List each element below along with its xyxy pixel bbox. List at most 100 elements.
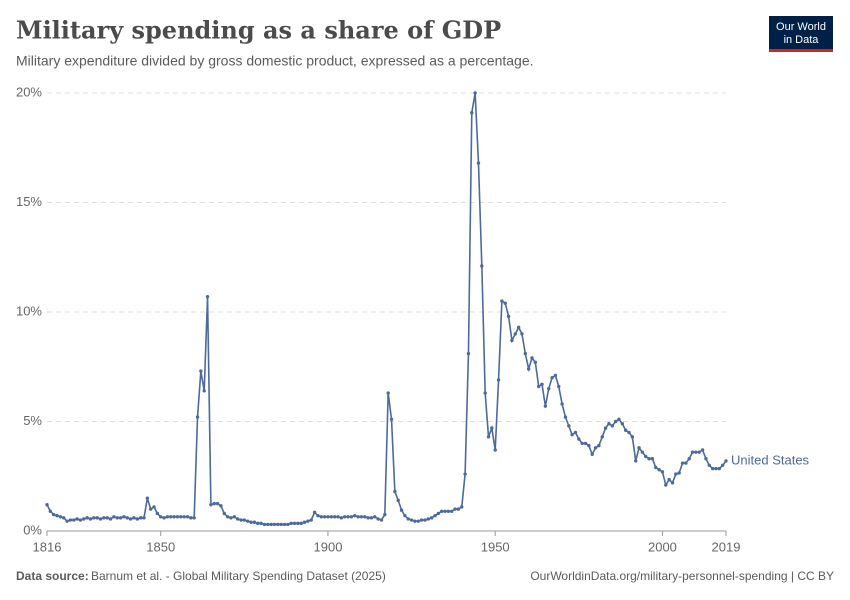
point [128, 517, 133, 521]
point [339, 516, 344, 520]
point [563, 415, 568, 419]
point [540, 382, 544, 386]
point [453, 507, 457, 511]
point [623, 428, 628, 432]
point [45, 503, 49, 507]
point [476, 161, 481, 165]
point [356, 515, 360, 519]
point [62, 516, 66, 520]
point [684, 461, 688, 465]
point [286, 522, 290, 527]
point [225, 515, 230, 519]
logo-text: in Data [784, 34, 820, 46]
x-tick-label: 2019 [712, 539, 741, 554]
point [222, 511, 226, 516]
logo[interactable]: Our World in Data [769, 16, 833, 52]
logo-bar [769, 49, 833, 52]
point [654, 465, 658, 470]
point [82, 517, 86, 521]
point [249, 520, 253, 524]
x-tick-label: 1900 [314, 539, 343, 554]
point [436, 511, 441, 516]
point [687, 457, 691, 461]
point [353, 513, 357, 518]
point [138, 516, 143, 520]
point [550, 376, 554, 380]
point [694, 450, 698, 454]
point [547, 386, 551, 391]
url[interactable]: OurWorldinData.org/military-personnel-sp… [530, 569, 834, 583]
point [664, 483, 668, 487]
point [720, 463, 725, 467]
point [637, 446, 641, 450]
x-tick-label: 1850 [146, 539, 175, 554]
point [680, 461, 685, 465]
point [262, 522, 267, 527]
point [75, 517, 79, 521]
point [145, 496, 150, 500]
point [530, 356, 534, 360]
point [463, 472, 467, 476]
point [557, 384, 561, 389]
point [520, 332, 524, 336]
point [416, 519, 420, 523]
point [115, 516, 119, 520]
point [516, 325, 521, 330]
point [252, 520, 257, 524]
point [132, 516, 136, 520]
point [256, 521, 260, 526]
point [306, 519, 310, 523]
point [600, 435, 604, 439]
point [513, 332, 517, 336]
point [282, 522, 287, 527]
point [102, 516, 106, 520]
point [460, 505, 464, 509]
point [577, 437, 581, 441]
point [590, 452, 594, 457]
point [697, 450, 701, 454]
point [423, 518, 427, 522]
point [336, 515, 340, 519]
line [46, 92, 727, 526]
point [118, 516, 123, 520]
point [312, 510, 317, 515]
point [232, 515, 237, 519]
point [627, 430, 631, 435]
point [717, 466, 722, 471]
point [95, 516, 99, 520]
point [426, 517, 431, 521]
point [272, 522, 277, 527]
point [429, 516, 434, 520]
point [219, 504, 223, 508]
point [235, 517, 240, 521]
point [526, 367, 531, 371]
point [567, 424, 571, 428]
point [342, 515, 347, 519]
point [466, 351, 471, 356]
point [88, 517, 93, 521]
point [379, 518, 384, 522]
point [349, 515, 354, 519]
point [560, 402, 564, 406]
point [700, 448, 705, 452]
point [620, 421, 625, 426]
point [332, 515, 337, 519]
point [419, 518, 424, 522]
point [640, 450, 645, 454]
y-tick-label: 15% [16, 194, 42, 209]
point [383, 512, 387, 517]
point [607, 421, 611, 426]
point [296, 521, 300, 526]
point [51, 512, 56, 517]
point [650, 457, 655, 461]
point [630, 435, 635, 439]
point [142, 516, 146, 520]
point [406, 517, 410, 521]
point [393, 489, 397, 494]
point [486, 435, 491, 439]
point [443, 509, 447, 513]
point [269, 522, 273, 527]
point [165, 515, 170, 519]
point [376, 517, 380, 521]
point [674, 472, 678, 476]
